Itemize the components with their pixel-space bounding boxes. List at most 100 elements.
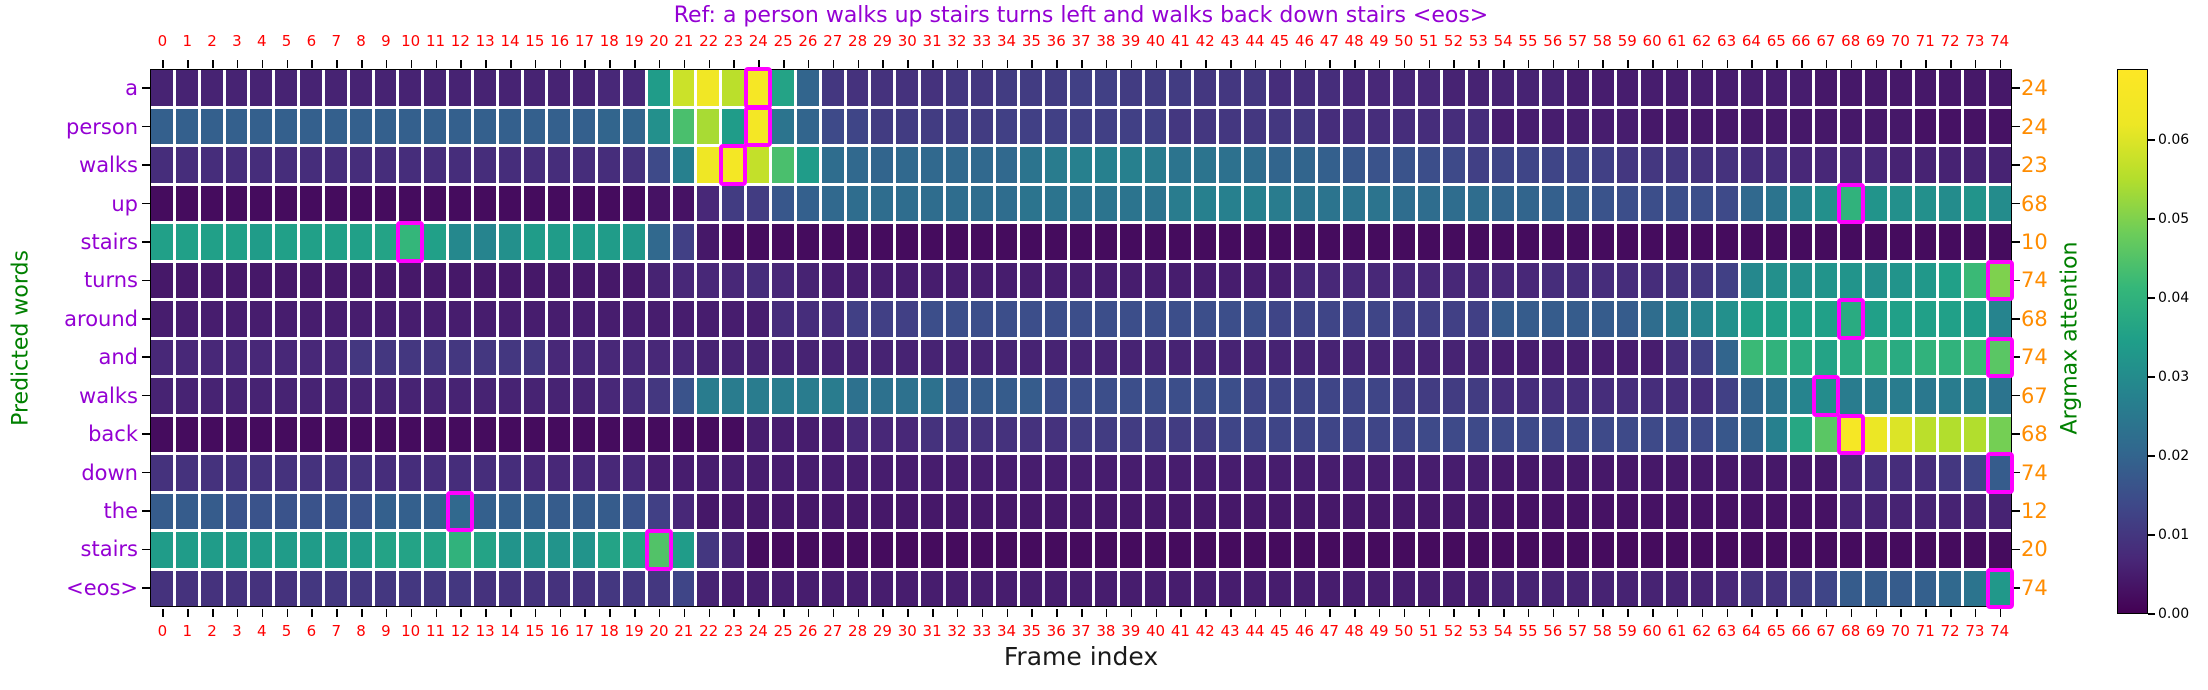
heatmap-cell	[1467, 339, 1490, 375]
heatmap-cell	[473, 416, 496, 452]
x-tick-mark	[1391, 60, 1416, 68]
heatmap-cell	[1691, 185, 1713, 221]
heatmap-cell	[1144, 493, 1167, 529]
heatmap-cell	[1864, 70, 1887, 106]
heatmap-cell	[300, 262, 322, 298]
heatmap-cell	[1641, 339, 1664, 375]
heatmap-cell	[1939, 570, 1962, 606]
heatmap-cell	[1417, 70, 1440, 106]
x-tick-label: 20	[649, 622, 669, 640]
heatmap-cell	[1964, 493, 1987, 529]
heatmap-cell	[871, 493, 894, 529]
x-tick-label: 20	[649, 32, 669, 50]
x-tick-label: 49	[1369, 622, 1389, 640]
heatmap-cell	[1889, 493, 1912, 529]
word-label: back	[88, 422, 138, 447]
heatmap-cell	[1070, 339, 1092, 375]
heatmap-cell	[1442, 147, 1465, 183]
heatmap-cell	[1169, 70, 1192, 106]
heatmap-cell	[1194, 378, 1217, 414]
x-tick-label: 9	[381, 622, 391, 640]
heatmap-cell	[1542, 185, 1564, 221]
y-tick-mark	[2012, 318, 2020, 320]
heatmap-cell	[1194, 532, 1217, 568]
heatmap-cell	[473, 532, 496, 568]
heatmap-cell	[1790, 70, 1813, 106]
heatmap-cell	[1715, 416, 1738, 452]
heatmap-cell	[1964, 70, 1987, 106]
x-tick-mark	[1938, 609, 1963, 617]
heatmap-cell	[1318, 532, 1341, 568]
heatmap-cell	[1889, 378, 1912, 414]
heatmap-cell	[970, 185, 993, 221]
x-tick-label: 63	[1717, 622, 1737, 640]
heatmap-cell	[672, 532, 695, 568]
heatmap-cell	[796, 301, 819, 337]
colorbar-tick-label: 0.06	[2158, 132, 2190, 149]
x-tick-label: 29	[872, 32, 892, 50]
heatmap-cell	[1194, 493, 1217, 529]
x-tick-mark	[1317, 60, 1342, 68]
heatmap-cell	[1964, 108, 1987, 144]
heatmap-cell	[399, 262, 422, 298]
heatmap-cell	[1989, 108, 2011, 144]
heatmap-cell	[1790, 185, 1813, 221]
x-tick-mark	[423, 609, 448, 617]
heatmap-cell	[1318, 185, 1341, 221]
heatmap-cell	[1368, 224, 1390, 260]
heatmap-cell	[1393, 455, 1415, 491]
heatmap-cell	[1939, 224, 1962, 260]
x-tick-label: 65	[1766, 622, 1786, 640]
x-tick-label: 63	[1717, 32, 1737, 50]
heatmap-cell	[796, 416, 819, 452]
heatmap-cell	[473, 70, 496, 106]
heatmap-cell	[151, 70, 173, 106]
heatmap-cell	[1542, 262, 1564, 298]
heatmap-cell	[1417, 570, 1440, 606]
heatmap-cell	[374, 70, 397, 106]
x-tick-label: 5	[281, 32, 292, 50]
x-tick-label: 8	[356, 32, 366, 50]
x-tick-label: 11	[425, 32, 446, 50]
x-tick-mark	[895, 609, 920, 617]
heatmap-cell	[622, 416, 645, 452]
heatmap-cell	[1070, 532, 1092, 568]
heatmap-cell	[970, 570, 993, 606]
heatmap-cell	[598, 147, 620, 183]
heatmap-cell	[1119, 493, 1142, 529]
heatmap-cell	[1417, 185, 1440, 221]
heatmap-cell	[747, 532, 769, 568]
argmax-label: 68	[2021, 422, 2048, 447]
heatmap-cell	[1492, 570, 1515, 606]
heatmap-cell	[1691, 262, 1713, 298]
heatmap-cell	[1144, 570, 1167, 606]
heatmap-cell	[1318, 147, 1341, 183]
x-tick-mark	[1665, 609, 1690, 617]
heatmap-cell	[399, 108, 422, 144]
heatmap-cell	[151, 339, 173, 375]
heatmap-cell	[1989, 185, 2011, 221]
heatmap-cell	[1219, 108, 1241, 144]
heatmap-cell	[498, 570, 521, 606]
heatmap-cell	[473, 224, 496, 260]
x-tick-label: 6	[306, 32, 317, 50]
heatmap-cell	[1864, 455, 1887, 491]
x-tick-label: 22	[699, 32, 719, 50]
heatmap-cell	[921, 378, 943, 414]
heatmap-cell	[1045, 185, 1068, 221]
x-tick-mark	[150, 60, 175, 68]
heatmap-cell	[1740, 70, 1763, 106]
heatmap-cell	[498, 455, 521, 491]
argmax-label: 20	[2021, 537, 2048, 562]
heatmap-cell	[1119, 185, 1142, 221]
x-tick-mark	[547, 60, 572, 68]
heatmap-cell	[846, 301, 869, 337]
x-tick-mark	[1962, 609, 1987, 617]
heatmap-cell	[225, 455, 248, 491]
heatmap-cell	[1045, 108, 1068, 144]
heatmap-cell	[1094, 532, 1117, 568]
heatmap-cell	[995, 416, 1018, 452]
x-tick-mark	[1069, 609, 1094, 617]
heatmap-cell	[598, 224, 620, 260]
heatmap-cell	[821, 108, 844, 144]
